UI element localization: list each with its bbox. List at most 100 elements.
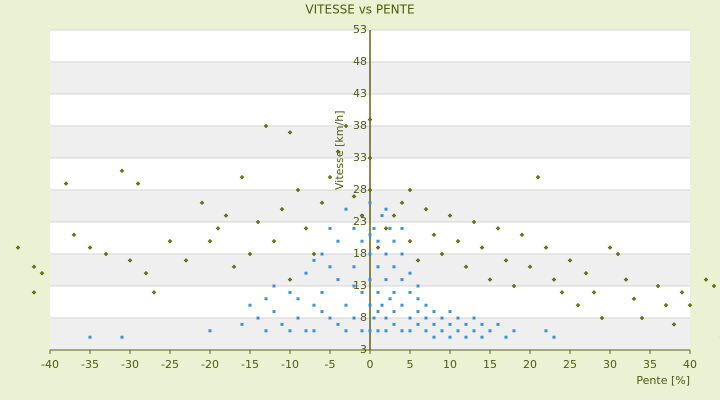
point: [360, 290, 364, 294]
point: [344, 329, 348, 333]
point: [320, 310, 324, 314]
point: [424, 303, 428, 307]
x-tick-label: -5: [325, 358, 336, 371]
point: [199, 200, 205, 206]
point: [432, 335, 436, 339]
point: [400, 329, 404, 333]
point: [391, 213, 397, 218]
point: [543, 245, 549, 250]
point: [71, 232, 77, 238]
point: [424, 329, 428, 333]
point: [271, 238, 277, 244]
point: [287, 277, 293, 282]
point: [352, 316, 356, 320]
x-axis-label: Pente [%]: [636, 374, 690, 387]
point: [320, 252, 324, 256]
point: [263, 123, 269, 129]
point: [311, 251, 317, 257]
y-tick-label: 23: [353, 215, 367, 228]
point: [552, 335, 556, 339]
point: [368, 233, 372, 237]
point: [143, 270, 149, 276]
x-tick-label: -30: [121, 358, 139, 371]
point: [408, 329, 412, 333]
point: [495, 226, 501, 231]
point: [336, 278, 340, 282]
point: [408, 290, 412, 294]
point: [432, 322, 436, 326]
point: [304, 271, 308, 275]
point: [88, 335, 92, 339]
point: [400, 226, 404, 230]
chart-title: VITESSE vs PENTE: [305, 3, 414, 17]
point: [480, 335, 484, 339]
point: [264, 297, 268, 301]
x-tick-label: 20: [523, 358, 537, 371]
point: [151, 290, 157, 295]
point: [287, 130, 293, 135]
point: [335, 149, 341, 154]
point: [416, 284, 420, 288]
point: [288, 329, 292, 333]
point: [623, 277, 629, 282]
point: [400, 278, 404, 282]
point: [463, 264, 469, 270]
point: [448, 335, 452, 339]
x-tick-label: -10: [281, 358, 299, 371]
x-tick-label: -15: [241, 358, 259, 371]
point: [663, 302, 669, 308]
point: [312, 329, 316, 333]
point: [423, 206, 429, 212]
point: [711, 283, 717, 289]
point: [472, 329, 476, 333]
point: [439, 251, 445, 257]
point: [312, 303, 316, 307]
point: [360, 329, 364, 333]
point: [479, 245, 485, 250]
point: [424, 316, 428, 320]
point: [440, 329, 444, 333]
point: [456, 316, 460, 320]
point: [368, 201, 372, 205]
point: [103, 251, 109, 257]
point: [344, 207, 348, 211]
x-tick-label: -20: [201, 358, 219, 371]
point: [416, 322, 420, 326]
point: [400, 303, 404, 307]
point: [392, 322, 396, 326]
x-tick-label: 40: [683, 358, 697, 371]
point: [655, 283, 661, 289]
point: [535, 174, 541, 180]
x-tick-label: 10: [443, 358, 457, 371]
point: [388, 226, 392, 230]
point: [527, 264, 533, 270]
point: [440, 316, 444, 320]
point: [372, 226, 376, 230]
point: [384, 207, 388, 211]
point: [607, 245, 613, 250]
point: [247, 251, 253, 257]
point: [512, 329, 516, 333]
point: [296, 316, 300, 320]
point: [279, 206, 285, 212]
point: [383, 226, 389, 231]
point: [408, 316, 412, 320]
point: [431, 232, 437, 238]
point: [400, 252, 404, 256]
point: [223, 213, 229, 218]
point: [384, 278, 388, 282]
point: [376, 265, 380, 269]
point: [399, 200, 405, 206]
point: [583, 270, 589, 276]
point: [336, 239, 340, 243]
point: [416, 297, 420, 301]
point: [15, 245, 21, 250]
point: [464, 322, 468, 326]
point: [511, 283, 517, 289]
y-tick-label: 38: [353, 119, 367, 132]
y-axis-label: Vitesse [km/h]: [333, 111, 346, 191]
point: [551, 277, 557, 282]
point: [367, 187, 373, 193]
point: [343, 123, 349, 129]
point: [375, 245, 381, 250]
